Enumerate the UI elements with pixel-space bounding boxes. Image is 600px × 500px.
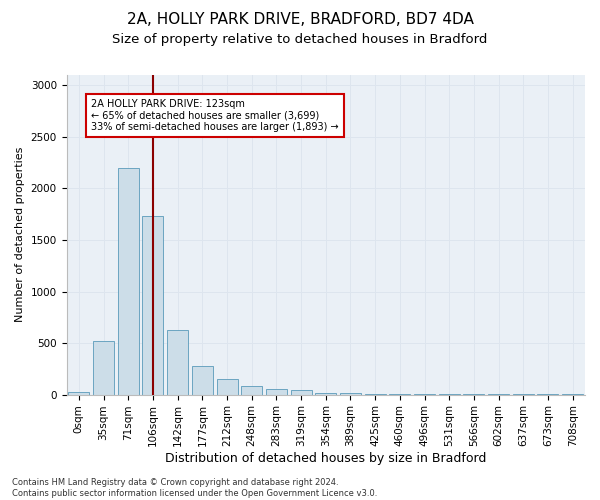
Text: Contains HM Land Registry data © Crown copyright and database right 2024.
Contai: Contains HM Land Registry data © Crown c… bbox=[12, 478, 377, 498]
Bar bbox=[93, 341, 114, 394]
Bar bbox=[241, 386, 262, 394]
Y-axis label: Number of detached properties: Number of detached properties bbox=[15, 147, 25, 322]
Bar bbox=[217, 379, 238, 394]
Text: Size of property relative to detached houses in Bradford: Size of property relative to detached ho… bbox=[112, 32, 488, 46]
Bar bbox=[340, 393, 361, 394]
Bar bbox=[142, 216, 163, 394]
Bar bbox=[167, 330, 188, 394]
Bar bbox=[266, 390, 287, 394]
Bar bbox=[290, 390, 311, 394]
Bar bbox=[68, 392, 89, 394]
X-axis label: Distribution of detached houses by size in Bradford: Distribution of detached houses by size … bbox=[165, 452, 487, 465]
Bar bbox=[118, 168, 139, 394]
Bar bbox=[315, 392, 336, 394]
Bar bbox=[192, 366, 213, 394]
Text: 2A, HOLLY PARK DRIVE, BRADFORD, BD7 4DA: 2A, HOLLY PARK DRIVE, BRADFORD, BD7 4DA bbox=[127, 12, 473, 28]
Text: 2A HOLLY PARK DRIVE: 123sqm
← 65% of detached houses are smaller (3,699)
33% of : 2A HOLLY PARK DRIVE: 123sqm ← 65% of det… bbox=[91, 98, 339, 132]
